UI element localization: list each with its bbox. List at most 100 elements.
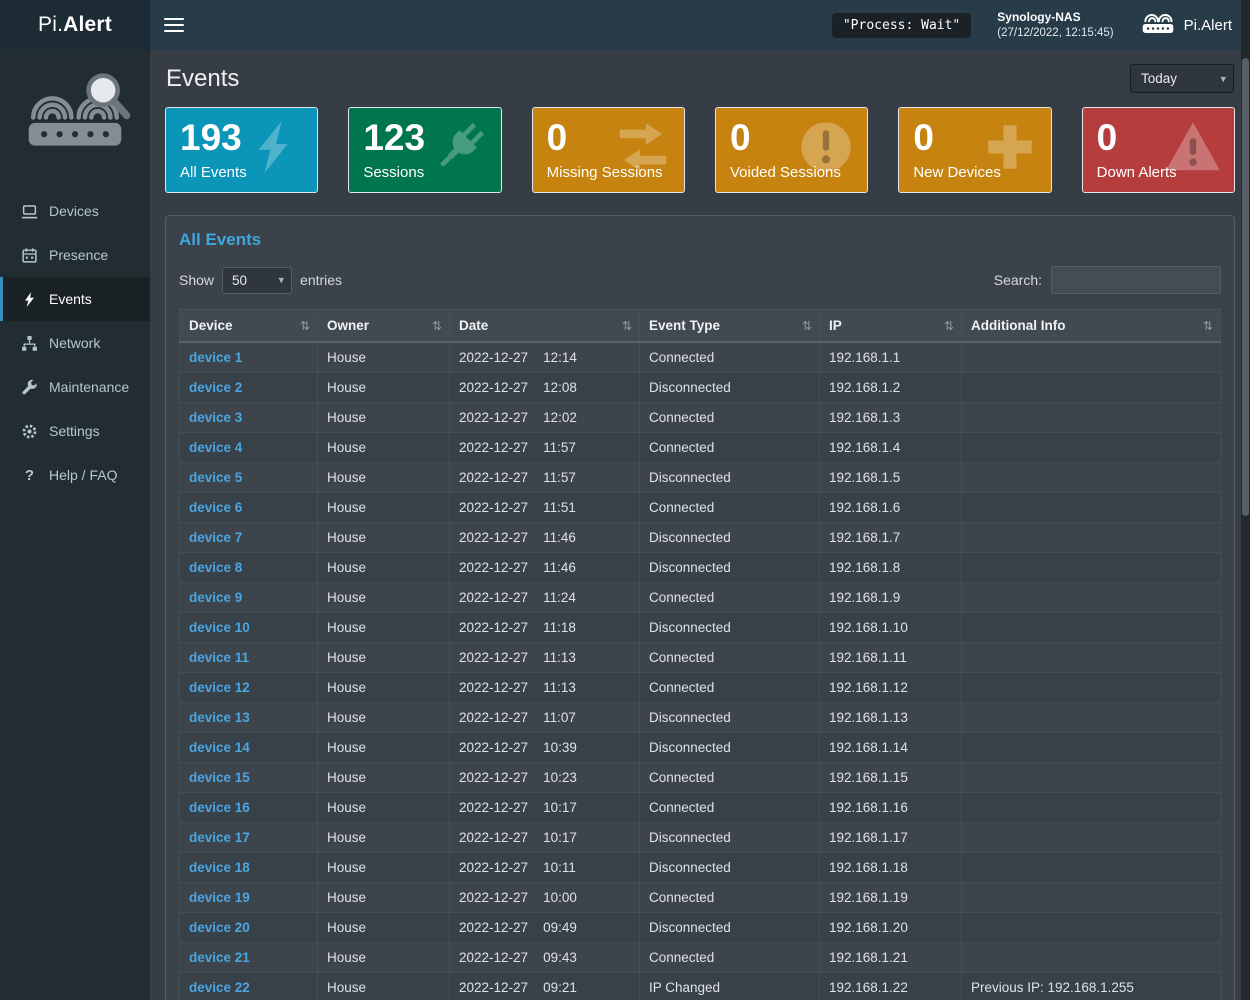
- device-link[interactable]: device 7: [189, 530, 243, 545]
- stat-card-all-events[interactable]: 193 All Events: [165, 107, 319, 193]
- device-link[interactable]: device 3: [189, 410, 243, 425]
- device-link[interactable]: device 10: [189, 620, 250, 635]
- time-text: 10:39: [543, 740, 577, 755]
- time-text: 09:49: [543, 920, 577, 935]
- column-header-ip[interactable]: IP ⇅: [819, 309, 962, 343]
- device-link[interactable]: device 18: [189, 860, 250, 875]
- sidebar-item-devices[interactable]: Devices: [0, 189, 150, 233]
- host-timestamp: (27/12/2022, 12:15:45): [997, 27, 1114, 40]
- device-link[interactable]: device 2: [189, 380, 243, 395]
- entries-label: entries: [300, 272, 343, 288]
- device-cell: device 9: [179, 582, 318, 613]
- top-navbar: Pi. Alert "Process: Wait" Synology-NAS (2…: [0, 0, 1250, 50]
- owner-cell: House: [317, 402, 450, 433]
- device-cell: device 7: [179, 522, 318, 553]
- event-type-cell: Disconnected: [639, 732, 820, 763]
- column-header-date[interactable]: Date ⇅: [449, 309, 640, 343]
- info-cell: [961, 402, 1221, 433]
- sidebar-item-maintenance[interactable]: Maintenance: [0, 365, 150, 409]
- device-cell: device 11: [179, 642, 318, 673]
- sidebar-item-settings[interactable]: Settings: [0, 409, 150, 453]
- brand-bold: Alert: [63, 13, 112, 36]
- time-text: 10:17: [543, 800, 577, 815]
- device-link[interactable]: device 15: [189, 770, 250, 785]
- date-cell: 2022-12-27 11:57: [449, 432, 640, 463]
- date-text: 2022-12-27: [459, 860, 529, 875]
- device-link[interactable]: device 17: [189, 830, 250, 845]
- device-link[interactable]: device 22: [189, 980, 250, 995]
- device-link[interactable]: device 4: [189, 440, 243, 455]
- owner-cell: House: [317, 852, 450, 883]
- owner-cell: House: [317, 882, 450, 913]
- time-text: 10:17: [543, 830, 577, 845]
- column-header-event-type[interactable]: Event Type ⇅: [639, 309, 820, 343]
- ip-cell: 192.168.1.7: [819, 522, 962, 553]
- stat-card-new-devices[interactable]: 0 New Devices: [898, 107, 1052, 193]
- sidebar-item-events[interactable]: Events: [0, 277, 150, 321]
- date-text: 2022-12-27: [459, 830, 529, 845]
- app-logo-text[interactable]: Pi. Alert: [0, 0, 150, 50]
- owner-cell: House: [317, 672, 450, 703]
- device-link[interactable]: device 9: [189, 590, 243, 605]
- brand-light: Pi.: [38, 13, 64, 36]
- date-text: 2022-12-27: [459, 530, 529, 545]
- time-text: 11:24: [543, 590, 576, 605]
- sidebar-item-label: Network: [49, 335, 101, 351]
- device-link[interactable]: device 14: [189, 740, 250, 755]
- table-row: device 8 House 2022-12-27 11:46 Disconnec…: [179, 552, 1221, 583]
- pialert-icon: [1140, 11, 1176, 40]
- date-text: 2022-12-27: [459, 410, 529, 425]
- sidebar-item-network[interactable]: Network: [0, 321, 150, 365]
- date-cell: 2022-12-27 12:02: [449, 402, 640, 433]
- stat-card-down-alerts[interactable]: 0 Down Alerts: [1081, 107, 1235, 193]
- info-cell: [961, 552, 1221, 583]
- menu-icon[interactable]: [164, 14, 184, 36]
- wrench-icon: [21, 379, 38, 396]
- plug-icon: [431, 118, 489, 181]
- device-link[interactable]: device 6: [189, 500, 243, 515]
- period-select[interactable]: Today: [1130, 64, 1234, 93]
- time-text: 11:46: [543, 530, 576, 545]
- device-link[interactable]: device 21: [189, 950, 250, 965]
- info-cell: [961, 882, 1221, 913]
- stat-card-sessions[interactable]: 123 Sessions: [348, 107, 502, 193]
- sidebar-item-help[interactable]: ? Help / FAQ: [0, 453, 150, 497]
- device-link[interactable]: device 1: [189, 350, 243, 365]
- column-header-additional-info[interactable]: Additional Info ⇅: [961, 309, 1221, 343]
- device-link[interactable]: device 13: [189, 710, 250, 725]
- sort-icon: ⇅: [299, 318, 310, 333]
- device-link[interactable]: device 19: [189, 890, 250, 905]
- owner-cell: House: [317, 492, 450, 523]
- event-type-cell: Connected: [639, 792, 820, 823]
- device-cell: device 22: [179, 972, 318, 1000]
- ip-cell: 192.168.1.13: [819, 702, 962, 733]
- stat-card-missing-sessions[interactable]: 0 Missing Sessions: [531, 107, 685, 193]
- event-type-cell: Connected: [639, 942, 820, 973]
- stat-card-voided-sessions[interactable]: 0 Voided Sessions: [714, 107, 869, 193]
- device-link[interactable]: device 11: [189, 650, 250, 665]
- event-type-cell: Disconnected: [639, 702, 820, 733]
- device-link[interactable]: device 16: [189, 800, 250, 815]
- device-link[interactable]: device 8: [189, 560, 243, 575]
- device-link[interactable]: device 20: [189, 920, 250, 935]
- table-row: device 21 House 2022-12-27 09:43 Connecte…: [179, 942, 1221, 973]
- scrollbar-thumb[interactable]: [1242, 58, 1249, 516]
- stat-label: New Devices: [913, 163, 1001, 181]
- page-length-select[interactable]: 50: [222, 266, 293, 294]
- ip-cell: 192.168.1.6: [819, 492, 962, 523]
- info-cell: [961, 942, 1221, 973]
- info-cell: [961, 762, 1221, 793]
- ip-cell: 192.168.1.10: [819, 612, 962, 643]
- table-row: device 1 House 2022-12-27 12:14 Connected…: [179, 341, 1221, 373]
- stat-value: 193: [180, 117, 242, 158]
- column-header-device[interactable]: Device ⇅: [179, 309, 318, 343]
- device-link[interactable]: device 5: [189, 470, 243, 485]
- column-header-owner[interactable]: Owner ⇅: [317, 309, 450, 343]
- sidebar-item-presence[interactable]: Presence: [0, 233, 150, 277]
- search-input[interactable]: [1051, 266, 1221, 294]
- event-type-cell: Connected: [639, 672, 820, 703]
- sidebar-item-label: Events: [49, 291, 92, 307]
- device-link[interactable]: device 12: [189, 680, 250, 695]
- scrollbar-track[interactable]: [1241, 0, 1250, 1000]
- date-cell: 2022-12-27 09:49: [449, 912, 640, 943]
